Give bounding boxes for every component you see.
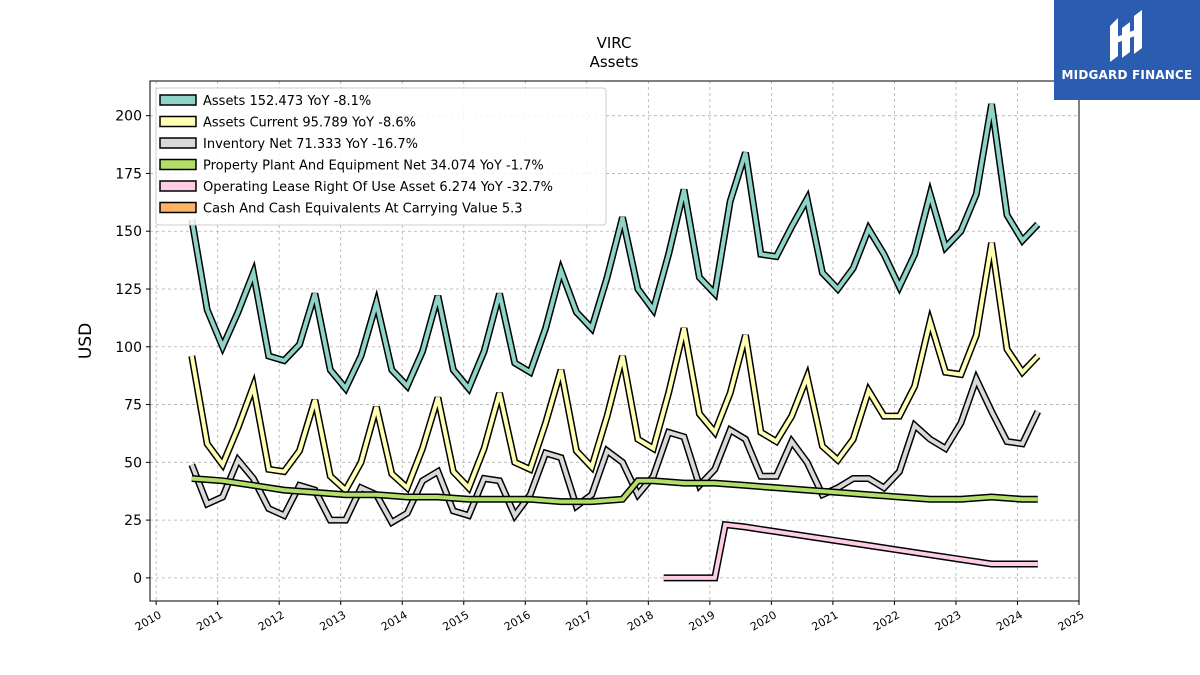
x-tick-label: 2022	[871, 608, 902, 633]
x-tick-label: 2023	[933, 608, 964, 633]
plot-frame	[149, 80, 1080, 602]
x-tick-label: 2013	[317, 608, 348, 633]
series-4-line	[663, 520, 1038, 582]
legend-swatch	[159, 180, 197, 192]
y-tick-label: 200	[115, 109, 142, 125]
x-tick-label: 2018	[625, 608, 656, 633]
x-tick-label: 2010	[133, 608, 164, 633]
series-line	[189, 242, 1040, 494]
x-tick-label: 2012	[256, 608, 287, 633]
y-tick-label: 125	[115, 282, 142, 298]
legend-box	[155, 87, 607, 226]
x-tick-label: 2015	[441, 608, 472, 633]
y-tick-label: 50	[124, 455, 142, 471]
legend-label: Inventory Net 71.333 YoY -16.7%	[203, 137, 418, 152]
series-3-line	[191, 475, 1038, 506]
legend-swatch	[159, 201, 197, 214]
x-tick-label: 2019	[687, 608, 718, 633]
series-line	[189, 373, 1040, 526]
legend: Assets 152.473 YoY -8.1% Assets Current 9…	[155, 87, 607, 226]
x-tick-label: 2020	[748, 608, 779, 633]
chart-title: VIRC	[597, 34, 632, 52]
series-lines	[188, 103, 1041, 582]
y-axis-label: USD	[76, 323, 96, 359]
legend-swatch	[159, 137, 197, 149]
y-tick-label: 100	[115, 340, 142, 356]
legend-label: Cash And Cash Equivalents At Carrying Va…	[203, 202, 523, 217]
y-tick-label: 150	[115, 224, 142, 240]
y-tick-label: 0	[133, 571, 142, 587]
y-tick-label: 175	[115, 166, 142, 182]
legend-label: Assets Current 95.789 YoY -8.6%	[203, 116, 416, 131]
series-0-line	[188, 103, 1041, 396]
legend-label: Assets 152.473 YoY -8.1%	[203, 94, 371, 109]
legend-label: Operating Lease Right Of Use Asset 6.274…	[203, 180, 553, 195]
chart-subtitle: Assets	[590, 53, 639, 71]
x-tick-label: 2017	[564, 608, 595, 633]
x-tick-label: 2016	[502, 608, 533, 633]
legend-label: Property Plant And Equipment Net 34.074 …	[203, 159, 544, 174]
legend-swatch	[159, 158, 197, 171]
x-tick-label: 2021	[810, 608, 841, 633]
y-tick-label: 25	[124, 513, 142, 529]
brand-logo: MIDGARD FINANCE	[1054, 0, 1200, 100]
legend-swatch	[159, 115, 197, 128]
y-tick-label: 75	[124, 398, 142, 414]
x-tick-label: 2024	[994, 608, 1025, 633]
series-line	[663, 522, 1038, 580]
series-line	[191, 476, 1038, 504]
series-2-line	[188, 369, 1041, 528]
x-tick-label: 2014	[379, 608, 410, 633]
series-1-line	[188, 242, 1041, 496]
x-tick-label: 2011	[194, 608, 225, 633]
legend-swatch	[159, 94, 197, 106]
series-line	[189, 103, 1040, 393]
brand-name: MIDGARD FINANCE	[1061, 68, 1193, 82]
x-tick-label: 2025	[1056, 608, 1087, 633]
logo-mark-icon	[1110, 10, 1142, 62]
